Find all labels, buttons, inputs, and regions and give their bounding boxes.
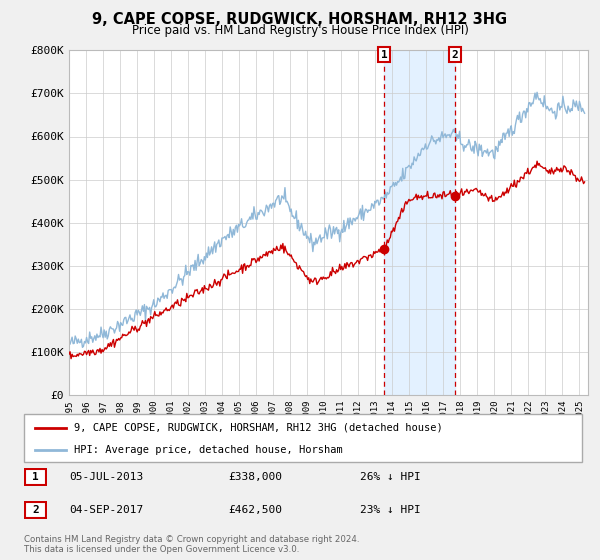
Text: 1: 1	[32, 472, 39, 482]
Text: £338,000: £338,000	[228, 472, 282, 482]
Text: Price paid vs. HM Land Registry's House Price Index (HPI): Price paid vs. HM Land Registry's House …	[131, 24, 469, 36]
Text: 1: 1	[380, 50, 388, 60]
Text: HPI: Average price, detached house, Horsham: HPI: Average price, detached house, Hors…	[74, 445, 343, 455]
Text: Contains HM Land Registry data © Crown copyright and database right 2024.: Contains HM Land Registry data © Crown c…	[24, 535, 359, 544]
Text: 9, CAPE COPSE, RUDGWICK, HORSHAM, RH12 3HG (detached house): 9, CAPE COPSE, RUDGWICK, HORSHAM, RH12 3…	[74, 423, 443, 433]
Text: 26% ↓ HPI: 26% ↓ HPI	[360, 472, 421, 482]
Bar	[384, 50, 455, 395]
Text: 04-SEP-2017: 04-SEP-2017	[69, 505, 143, 515]
Text: This data is licensed under the Open Government Licence v3.0.: This data is licensed under the Open Gov…	[24, 545, 299, 554]
Text: 2: 2	[451, 50, 458, 60]
Text: 9, CAPE COPSE, RUDGWICK, HORSHAM, RH12 3HG: 9, CAPE COPSE, RUDGWICK, HORSHAM, RH12 3…	[92, 12, 508, 27]
Text: 05-JUL-2013: 05-JUL-2013	[69, 472, 143, 482]
Text: 2: 2	[32, 505, 39, 515]
Text: £462,500: £462,500	[228, 505, 282, 515]
Text: 23% ↓ HPI: 23% ↓ HPI	[360, 505, 421, 515]
